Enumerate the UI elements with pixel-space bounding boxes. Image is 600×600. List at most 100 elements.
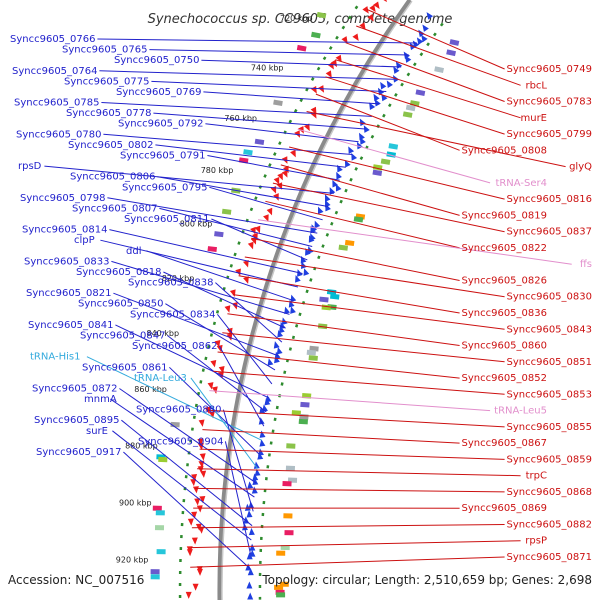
reverse-gene-mark: [362, 6, 369, 14]
gene-label[interactable]: Syncc9605_0780: [16, 129, 102, 140]
gene-label[interactable]: Syncc9605_0765: [62, 45, 148, 56]
reverse-gene-mark: [335, 54, 342, 63]
trna-label[interactable]: ffs: [580, 259, 592, 270]
gene-label[interactable]: Syncc9605_0859: [507, 454, 593, 465]
gene-label[interactable]: Syncc9605_0830: [507, 292, 593, 303]
gene-label[interactable]: Syncc9605_0833: [24, 256, 110, 267]
gene-label[interactable]: clpP: [74, 235, 95, 246]
gene-label[interactable]: Syncc9605_0750: [114, 55, 200, 66]
genome-ring: [178, 0, 444, 600]
gene-label[interactable]: Syncc9605_0852: [462, 373, 548, 384]
reverse-gene-mark: [359, 22, 366, 30]
gene-label[interactable]: Syncc9605_0917: [36, 447, 122, 458]
gene-label[interactable]: Syncc9605_0791: [120, 151, 206, 162]
gene-label[interactable]: Syncc9605_0862: [132, 341, 218, 352]
feature-block: [254, 138, 265, 146]
feature-labels[interactable]: Syncc9605_0766Syncc9605_0765Syncc9605_07…: [10, 34, 592, 563]
gene-label[interactable]: Syncc9605_0816: [507, 194, 593, 205]
gene-label[interactable]: Syncc9605_0834: [130, 309, 216, 320]
trna-label[interactable]: tRNA-Leu5: [494, 406, 547, 417]
gene-label[interactable]: trpC: [526, 471, 547, 482]
forward-gene-mark: [404, 55, 412, 63]
gene-label[interactable]: glyQ: [569, 162, 592, 173]
forward-gene-mark: [386, 80, 393, 88]
gene-label[interactable]: Syncc9605_0822: [462, 243, 548, 254]
forward-gene-mark: [259, 406, 266, 414]
gene-label[interactable]: Syncc9605_0798: [20, 193, 106, 204]
reverse-gene-mark: [187, 518, 194, 526]
gene-label[interactable]: Syncc9605_0775: [64, 76, 150, 87]
gene-label[interactable]: Syncc9605_0855: [507, 422, 593, 433]
gene-label[interactable]: Syncc9605_0806: [70, 172, 156, 183]
gene-label[interactable]: Syncc9605_0880: [136, 405, 222, 416]
leader-line: [190, 377, 258, 469]
gene-label[interactable]: Syncc9605_0818: [76, 267, 162, 278]
forward-gene-mark: [267, 358, 274, 366]
gene-label[interactable]: Syncc9605_0843: [507, 324, 593, 335]
trna-label[interactable]: tRNA-Leu3: [134, 373, 187, 384]
forward-gene-mark: [359, 137, 366, 145]
forward-gene-mark: [416, 37, 424, 45]
gene-label[interactable]: Syncc9605_0808: [462, 145, 548, 156]
gene-label[interactable]: Syncc9605_0871: [507, 552, 593, 563]
gene-label[interactable]: mnmA: [84, 394, 117, 405]
gene-label[interactable]: Syncc9605_0821: [26, 288, 112, 299]
leader-line: [119, 388, 257, 484]
trna-label[interactable]: tRNA-His1: [30, 352, 80, 363]
gene-label[interactable]: surE: [86, 426, 108, 437]
gene-label[interactable]: Syncc9605_0882: [507, 520, 593, 531]
label-leaders: [44, 9, 572, 570]
gene-label[interactable]: Syncc9605_0819: [462, 210, 548, 221]
gene-label[interactable]: Syncc9605_0851: [507, 357, 593, 368]
gene-label[interactable]: Syncc9605_0895: [34, 415, 120, 426]
gene-label[interactable]: Syncc9605_0826: [462, 276, 548, 287]
leader-line: [335, 59, 521, 119]
gene-label[interactable]: ddl: [126, 246, 141, 257]
gene-label[interactable]: rpsD: [18, 161, 42, 172]
gene-label[interactable]: Syncc9605_0847: [80, 331, 166, 342]
gene-label[interactable]: Syncc9605_0749: [507, 64, 593, 75]
gene-label[interactable]: Syncc9605_0792: [118, 119, 204, 130]
gene-label[interactable]: rpsP: [525, 536, 547, 547]
forward-gene-mark: [393, 66, 400, 74]
trna-label[interactable]: tRNA-Ser4: [495, 178, 547, 189]
gene-label[interactable]: Syncc9605_0778: [66, 108, 152, 119]
gene-label[interactable]: Syncc9605_0807: [72, 203, 158, 214]
gene-label[interactable]: Syncc9605_0769: [116, 87, 202, 98]
backbone-highlight: [221, 0, 413, 600]
gene-label[interactable]: Syncc9605_0904: [138, 436, 224, 447]
gene-label[interactable]: Syncc9605_0868: [507, 487, 593, 498]
gene-label[interactable]: Syncc9605_0850: [78, 299, 164, 310]
gene-label[interactable]: rbcL: [525, 80, 547, 91]
gene-label[interactable]: Syncc9605_0869: [462, 503, 548, 514]
gene-label[interactable]: Syncc9605_0811: [124, 214, 210, 225]
leader-line: [153, 112, 366, 130]
leader-line: [113, 292, 279, 357]
gene-label[interactable]: murE: [520, 113, 547, 124]
gene-label[interactable]: Syncc9605_0837: [507, 227, 593, 238]
gene-label[interactable]: Syncc9605_0814: [22, 225, 108, 236]
reverse-gene-mark: [186, 549, 193, 557]
gene-label[interactable]: Syncc9605_0766: [10, 34, 96, 45]
forward-gene-mark: [278, 325, 285, 334]
gene-label[interactable]: Syncc9605_0836: [462, 308, 548, 319]
leader-line: [109, 229, 303, 274]
leader-line: [222, 332, 505, 363]
gene-label[interactable]: Syncc9605_0795: [122, 182, 208, 193]
feature-block: [344, 239, 355, 247]
gene-label[interactable]: Syncc9605_0785: [14, 98, 100, 109]
gene-label[interactable]: Syncc9605_0867: [462, 438, 548, 449]
gene-label[interactable]: Syncc9605_0783: [507, 97, 593, 108]
gene-label[interactable]: Syncc9605_0838: [128, 278, 214, 289]
gene-label[interactable]: Syncc9605_0764: [12, 66, 98, 77]
gene-label[interactable]: Syncc9605_0841: [28, 320, 114, 331]
gene-label[interactable]: Syncc9605_0861: [82, 362, 168, 373]
leader-line: [238, 275, 460, 314]
gene-label[interactable]: Syncc9605_0802: [68, 140, 154, 151]
forward-gene-mark: [251, 486, 258, 494]
gene-label[interactable]: Syncc9605_0799: [507, 129, 593, 140]
reverse-gene-mark: [196, 505, 203, 513]
gene-label[interactable]: Syncc9605_0853: [507, 389, 593, 400]
gene-label[interactable]: Syncc9605_0860: [462, 341, 548, 352]
gene-label[interactable]: Syncc9605_0872: [32, 384, 118, 395]
